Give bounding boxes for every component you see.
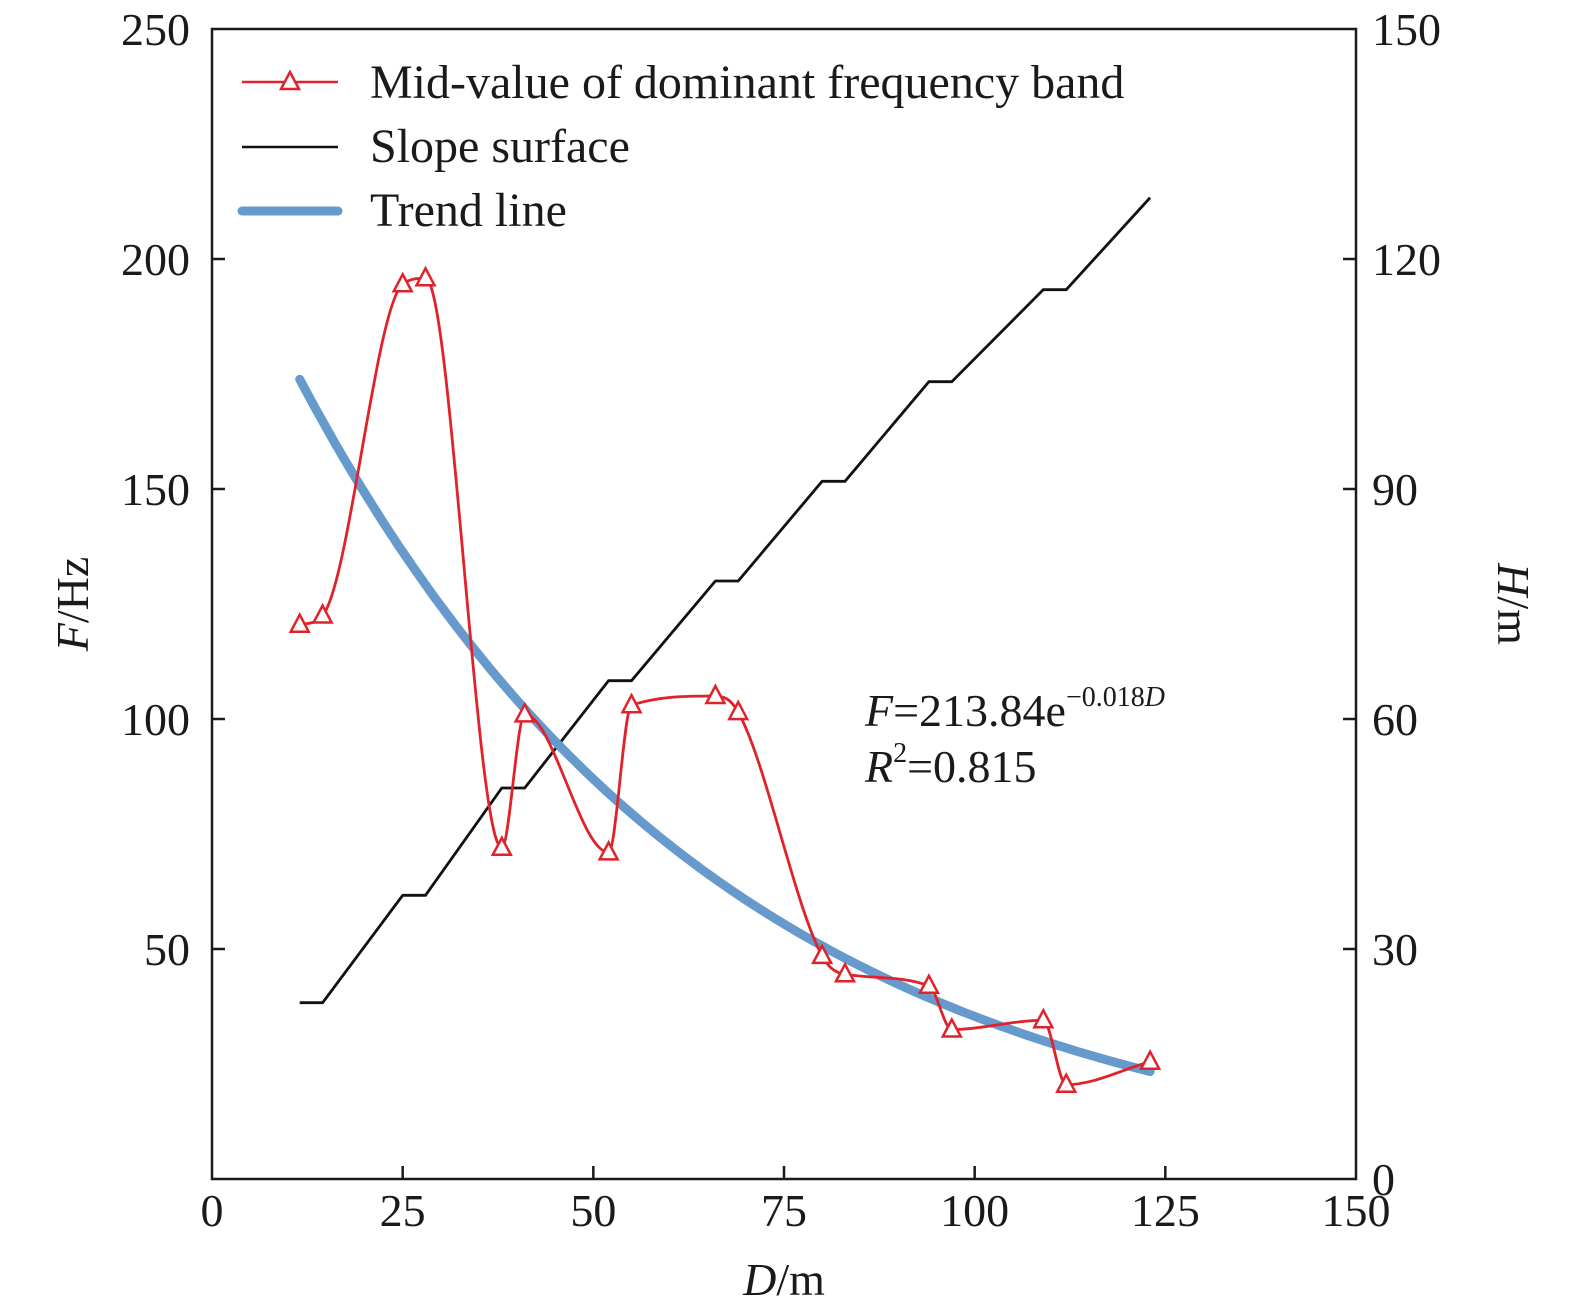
series-line-slope-surface [299, 196, 1152, 1005]
left-y-tick-label: 150 [121, 464, 190, 515]
right-y-axis-label: H/m [1488, 562, 1539, 645]
mid-value-point [917, 973, 940, 995]
right-y-axis-ticks: 0 30 60 90 120 150 [1343, 4, 1441, 1205]
right-y-tick-label: 90 [1372, 464, 1418, 515]
right-y-tick-label: 30 [1372, 924, 1418, 975]
left-y-tick-label: 250 [121, 4, 190, 55]
r-squared-var: R [864, 741, 893, 792]
right-y-tick-label: 120 [1372, 234, 1441, 285]
legend-marker-triangle [278, 69, 302, 91]
left-y-axis-ticks: 50 100 150 200 250 [121, 4, 225, 975]
left-y-tick-label: 200 [121, 234, 190, 285]
x-axis-label-unit: /m [776, 1254, 825, 1305]
equation-main: =213.84e [893, 685, 1066, 736]
x-tick-label: 150 [1322, 1185, 1391, 1236]
mid-value-point [811, 943, 834, 965]
left-y-tick-label: 100 [121, 694, 190, 745]
x-tick-label: 25 [380, 1185, 426, 1236]
r-squared-sup: 2 [893, 738, 907, 769]
series-layer [288, 196, 1162, 1093]
mid-value-point [833, 961, 857, 983]
legend-label-mid-value: Mid-value of dominant frequency band [370, 56, 1124, 109]
equation-annotation: F=213.84e−0.018D R2=0.815 [864, 682, 1165, 792]
x-axis-label: D/m [742, 1254, 825, 1305]
left-y-axis-label-var: F [47, 622, 98, 652]
x-tick-label: 0 [201, 1185, 224, 1236]
mid-value-point [311, 602, 334, 624]
mid-value-point [1055, 1072, 1078, 1093]
mid-value-point [704, 683, 727, 705]
left-y-tick-label: 50 [144, 924, 190, 975]
trend-equation: F=213.84e−0.018D [864, 682, 1165, 736]
right-y-axis-label-var: H [1488, 562, 1539, 599]
equation-exponent-var: D [1144, 682, 1165, 713]
mid-value-point [414, 265, 437, 287]
right-y-tick-label: 0 [1372, 1154, 1395, 1205]
right-y-tick-label: 60 [1372, 694, 1418, 745]
legend-label-slope-surface: Slope surface [370, 120, 630, 173]
x-tick-label: 75 [761, 1185, 807, 1236]
mid-value-point [391, 271, 414, 293]
left-y-axis-label: F/Hz [47, 557, 98, 653]
right-y-axis-label-unit: /m [1488, 596, 1539, 645]
x-tick-label: 125 [1131, 1185, 1200, 1236]
mid-value-point [940, 1016, 963, 1038]
equation-exponent: −0.018 [1066, 682, 1145, 713]
mid-value-point [597, 839, 620, 861]
legend-label-trend-line: Trend line [370, 184, 567, 237]
mid-value-point [1032, 1007, 1055, 1029]
equation-var: F [864, 685, 894, 736]
r-squared-value: =0.815 [907, 741, 1036, 792]
right-y-tick-label: 150 [1372, 4, 1441, 55]
series-line-trend-line [295, 374, 1155, 1076]
r-squared: R2=0.815 [864, 738, 1037, 792]
x-axis-ticks: 0 25 50 75 100 125 150 [201, 1166, 1391, 1236]
mid-value-point [490, 835, 513, 857]
x-axis-label-var: D [742, 1254, 776, 1305]
mid-value-point [1139, 1049, 1162, 1070]
mid-value-point [288, 612, 311, 633]
mid-value-point [513, 701, 536, 723]
mid-value-point [727, 699, 750, 721]
x-tick-label: 100 [940, 1185, 1009, 1236]
left-y-axis-label-unit: /Hz [47, 557, 98, 623]
mid-value-point [620, 692, 643, 714]
x-tick-label: 50 [570, 1185, 616, 1236]
legend: Mid-value of dominant frequency band Slo… [237, 56, 1124, 237]
